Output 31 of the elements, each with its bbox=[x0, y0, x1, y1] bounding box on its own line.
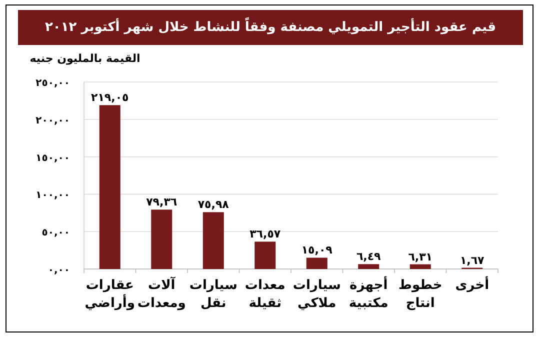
y-tick-label: ١٠٠,٠٠ bbox=[36, 190, 70, 202]
x-tick-label: أخرى bbox=[455, 278, 490, 293]
x-tick-label: معدات ثقيلة bbox=[244, 278, 286, 311]
x-tick-label: سيارات ملاكي bbox=[292, 277, 342, 313]
y-tick-label: ٠,٠٠ bbox=[48, 265, 70, 276]
data-label: ٢١٩,٠٥ bbox=[91, 91, 130, 104]
data-label: ٦,٤٩ bbox=[356, 250, 382, 264]
data-label: ٣٦,٥٧ bbox=[250, 228, 281, 241]
bar bbox=[151, 210, 172, 269]
y-tick-label: ١٥٠,٠٠ bbox=[36, 152, 70, 164]
data-label: ٦,٣١ bbox=[408, 250, 433, 264]
chart-title: قيم عقود التأجير التمويلي مصنفة وفقاً للنشاط خلال شهر أكتوبر ٢٠١٢ bbox=[18, 10, 523, 45]
bar bbox=[99, 105, 120, 269]
bar bbox=[358, 264, 380, 269]
x-tick-label: خطوط انتاج bbox=[398, 277, 444, 313]
data-label: ٧٩,٣٦ bbox=[146, 196, 178, 209]
bar bbox=[306, 258, 328, 269]
y-tick-label: ٥٠,٠٠ bbox=[42, 228, 70, 239]
data-label: ١,٦٧ bbox=[460, 254, 485, 267]
y-tick-label: ٢٥٠,٠٠ bbox=[36, 78, 70, 89]
x-tick-label: عقارات وأراضي bbox=[84, 278, 135, 311]
bar bbox=[410, 264, 431, 269]
y-axis-title: القيمة بالمليون جنيه bbox=[28, 52, 142, 65]
x-tick-label: أجهزة مكتبية bbox=[348, 278, 388, 311]
bar bbox=[202, 212, 224, 269]
data-label: ٧٥,٩٨ bbox=[198, 198, 230, 212]
x-tick-label: آلات ومعدات bbox=[137, 278, 186, 311]
y-tick-label: ٢٠٠,٠٠ bbox=[36, 115, 70, 126]
bar bbox=[254, 242, 276, 269]
x-tick-label: سيارات نقل bbox=[189, 278, 238, 311]
data-label: ١٥,٠٩ bbox=[301, 244, 333, 257]
